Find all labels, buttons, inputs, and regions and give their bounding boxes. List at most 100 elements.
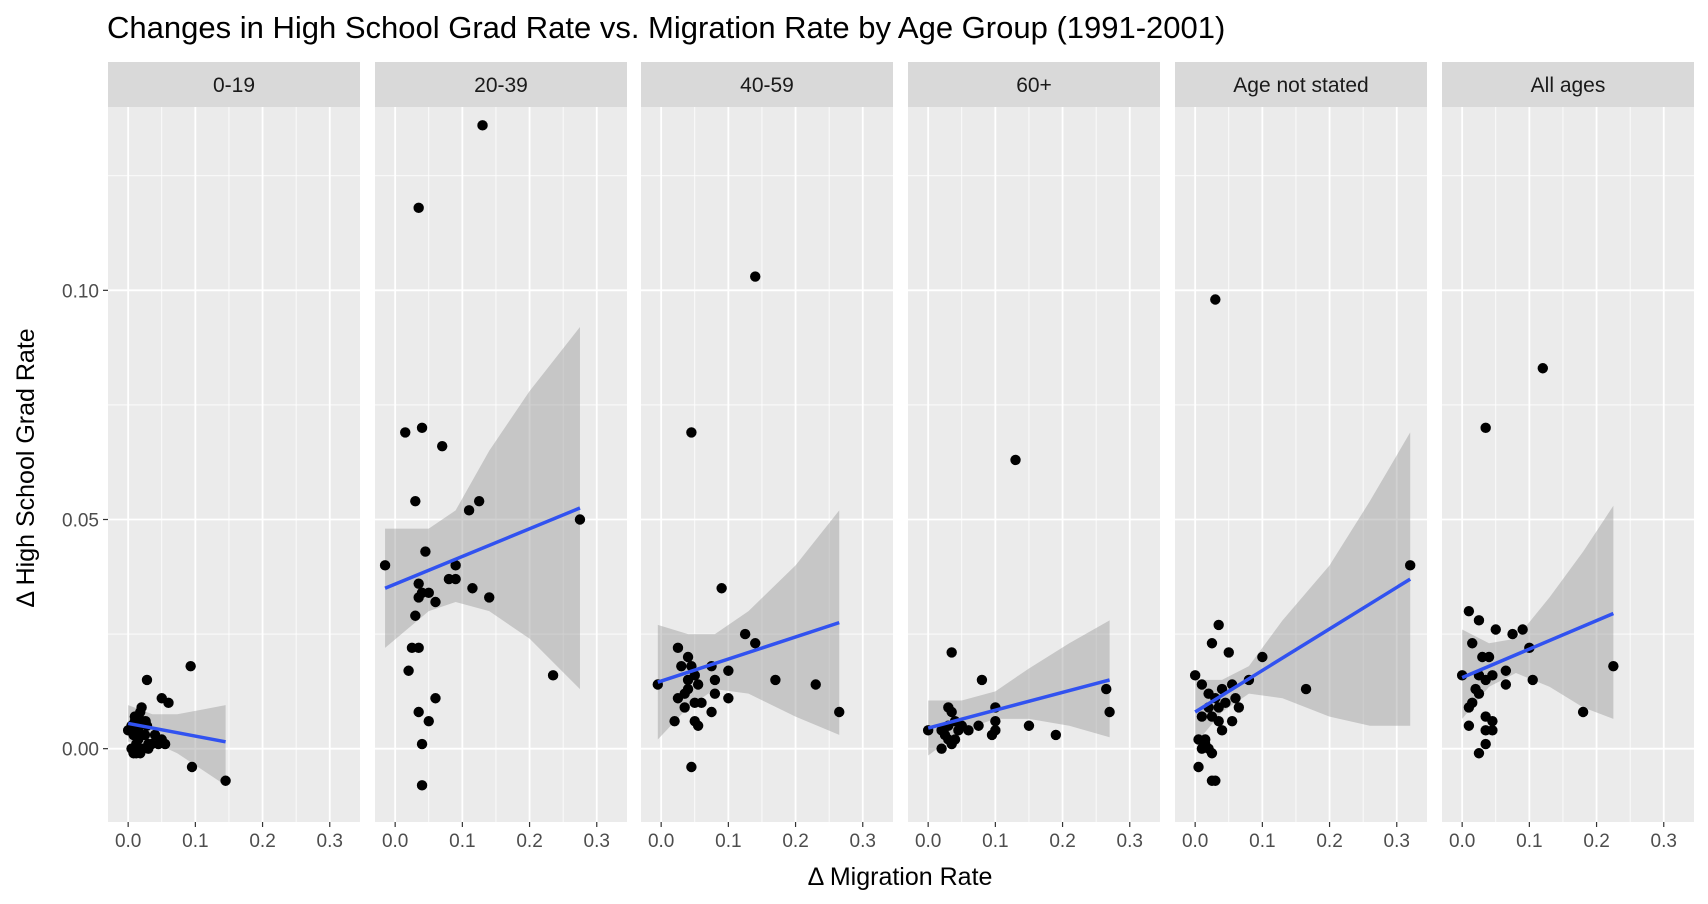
data-point	[1226, 715, 1238, 727]
data-point	[413, 642, 424, 654]
x-tick-label: 0.2	[1316, 831, 1342, 852]
data-point	[430, 693, 441, 704]
data-point	[1527, 674, 1538, 686]
data-point	[949, 734, 961, 745]
data-point	[770, 674, 781, 686]
data-point	[1483, 651, 1495, 663]
data-point	[1500, 679, 1512, 690]
facet-strip	[1442, 62, 1694, 107]
facet-panel: Age not stated 0.0 0.1 0.2 0.3	[1175, 62, 1427, 852]
data-point	[185, 660, 196, 672]
x-tick-label: 0.3	[1651, 831, 1677, 852]
data-point	[416, 780, 428, 791]
data-point	[1206, 748, 1218, 759]
facet-strip	[375, 62, 627, 107]
data-point	[1216, 725, 1228, 736]
data-point	[410, 610, 421, 621]
fit-line	[927, 678, 1111, 730]
data-point	[1480, 422, 1491, 434]
data-point	[1500, 665, 1512, 676]
x-tick-label: 0.1	[982, 831, 1008, 852]
data-point	[477, 120, 488, 131]
x-tick-label: 0.3	[584, 831, 610, 852]
data-point	[437, 440, 448, 452]
fit-line	[127, 721, 226, 744]
x-tick-label: 0.0	[115, 831, 141, 852]
data-point	[1210, 775, 1221, 786]
data-point	[413, 706, 424, 718]
data-point	[709, 674, 721, 686]
facet-strip-label: Age not stated	[1233, 74, 1368, 97]
data-point	[1213, 619, 1224, 631]
x-tick-label: 0.0	[1449, 831, 1475, 852]
data-point	[686, 761, 697, 773]
data-point	[1490, 624, 1501, 635]
data-point	[1257, 651, 1268, 663]
data-point	[672, 693, 684, 704]
x-tick-label: 0.0	[382, 831, 408, 852]
y-tick-label: 0.05	[62, 511, 99, 532]
data-point	[1104, 706, 1115, 718]
data-point	[946, 706, 957, 718]
x-tick-label: 0.1	[715, 831, 741, 852]
data-point	[1480, 738, 1491, 750]
data-point	[682, 651, 694, 663]
x-tick-label: 0.3	[1384, 831, 1410, 852]
facet-strip	[108, 62, 360, 107]
data-point	[413, 202, 424, 214]
facet-panel: 0-19 0.0 0.1 0.2 0.3	[108, 62, 360, 852]
data-point	[834, 706, 845, 718]
data-point	[1213, 702, 1224, 713]
confidence-band	[928, 620, 1110, 756]
facet-strip	[641, 62, 893, 107]
y-tick-label: 0.10	[62, 281, 99, 302]
data-point	[400, 427, 411, 438]
data-point	[739, 628, 751, 640]
data-point	[423, 715, 434, 727]
x-tick-label: 0.0	[1182, 831, 1208, 852]
facet-panel: 60+ 0.0 0.1 0.2 0.3	[908, 62, 1160, 852]
facet-panels: 0-19 0.0 0.1 0.2 0.3 20-39 0.0 0.1 0.2 0.3 40-59 0.…	[108, 62, 1694, 852]
facet-strip-label: 0-19	[213, 74, 255, 97]
facet-strip-label: 20-39	[474, 74, 528, 97]
data-point	[450, 560, 461, 571]
data-point	[423, 587, 434, 599]
facet-panel: 40-59 0.0 0.1 0.2 0.3	[641, 62, 893, 852]
data-point	[473, 495, 485, 507]
x-tick-label: 0.0	[915, 831, 941, 852]
data-point	[403, 665, 414, 676]
data-point	[963, 725, 974, 736]
data-point	[1193, 761, 1204, 773]
x-tick-label: 0.3	[317, 831, 343, 852]
data-point	[1200, 738, 1211, 750]
panel-background	[1442, 107, 1694, 822]
data-point	[1463, 605, 1475, 617]
data-point	[696, 697, 707, 709]
confidence-band	[1195, 432, 1411, 745]
data-point	[1473, 688, 1485, 699]
data-point	[1507, 628, 1518, 640]
data-point	[946, 647, 957, 658]
data-point	[156, 693, 167, 704]
fit-line	[384, 506, 581, 590]
data-point	[810, 679, 821, 690]
data-point	[141, 674, 153, 686]
facet-strip	[1175, 62, 1427, 107]
x-tick-label: 0.2	[782, 831, 808, 852]
data-point	[1517, 624, 1528, 635]
x-tick-label: 0.3	[1117, 831, 1143, 852]
data-point	[1206, 638, 1218, 649]
data-point	[547, 670, 559, 681]
data-point	[1010, 454, 1021, 466]
data-point	[976, 674, 988, 686]
data-point	[140, 715, 151, 727]
data-point	[1223, 647, 1234, 658]
fit-line	[1461, 611, 1615, 680]
data-point	[467, 583, 478, 594]
confidence-band	[657, 510, 840, 740]
data-point	[450, 573, 461, 585]
facet-strip-label: 60+	[1016, 74, 1052, 97]
data-point	[750, 271, 761, 282]
data-point	[220, 775, 231, 786]
data-point	[706, 706, 717, 718]
